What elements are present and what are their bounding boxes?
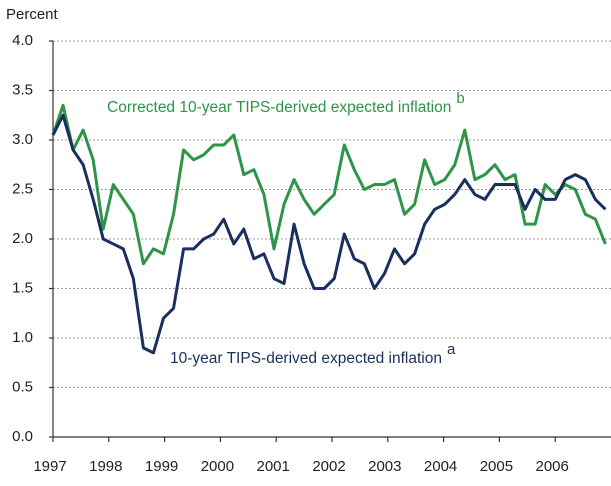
y-tick-label: 1.5	[12, 279, 33, 296]
series-footnote: b	[456, 90, 464, 107]
y-tick-label: 2.5	[12, 180, 33, 197]
y-axis-label: Percent	[6, 6, 59, 23]
x-tick-label: 1997	[33, 458, 66, 475]
series-label: 10-year TIPS-derived expected inflation	[170, 350, 442, 367]
series-line	[51, 113, 607, 355]
y-tick-label: 3.5	[12, 81, 33, 98]
x-tick-label: 1998	[89, 458, 122, 475]
x-tick-label: 2000	[201, 458, 234, 475]
series-footnote: a	[447, 341, 456, 358]
x-tick-label: 2004	[424, 458, 457, 475]
x-tick-label: 1999	[145, 458, 178, 475]
x-tick-label: 2001	[257, 458, 290, 475]
series-label: Corrected 10-year TIPS-derived expected …	[107, 99, 451, 116]
x-tick-label: 2003	[368, 458, 401, 475]
y-tick-label: 3.0	[12, 131, 33, 148]
x-tick-label: 2005	[480, 458, 513, 475]
y-tick-label: 1.0	[12, 329, 33, 346]
y-tick-label: 4.0	[12, 32, 33, 49]
series-line	[51, 103, 607, 266]
y-tick-label: 0.5	[12, 378, 33, 395]
x-tick-label: 2006	[536, 458, 569, 475]
y-tick-label: 2.0	[12, 230, 33, 247]
x-tick-label: 2002	[312, 458, 345, 475]
y-tick-label: 0.0	[12, 428, 33, 445]
